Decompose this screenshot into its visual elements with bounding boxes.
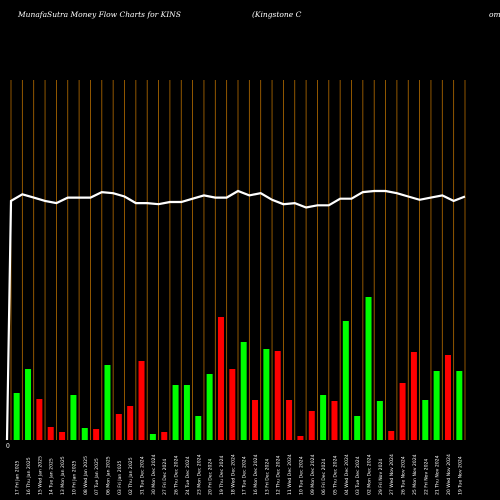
x-tick-labels: 17 Fri Jan 2025 16 Thu Jan 2025 15 Wed Jan… [15,454,464,495]
money-flow-bar [320,395,327,440]
x-tick-label: 18 Wed Dec 2024 [230,454,236,495]
x-tick-label: 12 Thu Dec 2024 [276,455,282,495]
money-flow-bar [263,349,270,440]
money-flow-bar [308,411,315,440]
chart-subtitle-tail: om [489,10,500,19]
x-tick-label: 13 Fri Dec 2024 [264,459,270,495]
money-flow-bar [388,431,395,440]
chart-subtitle: (Kingstone C [252,10,302,19]
x-tick-label: 19 Thu Dec 2024 [219,455,225,495]
x-tick-label: 27 Wed Nov 2024 [389,454,395,495]
x-tick-label: 06 Mon Jan 2025 [105,456,111,495]
money-flow-bar [81,428,88,440]
bars [13,297,463,440]
x-tick-label: 06 Fri Dec 2024 [321,459,327,495]
money-flow-bar [70,395,77,440]
x-tick-label: 03 Fri Jan 2025 [117,460,123,495]
money-flow-bar [456,371,463,440]
x-tick-label: 20 Fri Dec 2024 [208,459,214,495]
x-tick-label: 09 Mon Dec 2024 [310,454,316,495]
x-tick-label: 23 Mon Dec 2024 [196,454,202,495]
x-tick-label: 05 Thu Dec 2024 [332,455,338,495]
x-tick-label: 29 Fri Nov 2024 [378,459,384,495]
money-flow-bar [297,436,304,440]
money-flow-bar [13,393,20,440]
money-flow-bar [252,400,259,440]
chart-title: MunafaSutra Money Flow Charts for KINS [18,10,181,19]
x-tick-label: 14 Tue Jan 2025 [49,458,55,495]
x-tick-label: 25 Mon Nov 2024 [412,454,418,495]
money-flow-bar [59,432,66,440]
x-tick-label: 30 Mon Dec 2024 [151,454,157,495]
money-flow-bar [206,374,213,440]
money-flow-bar [138,361,145,440]
x-tick-label: 03 Tue Dec 2024 [355,456,361,495]
money-flow-bar [217,317,224,440]
money-flow-bar [93,429,100,440]
money-flow-bar [433,371,440,440]
money-flow-bar [399,383,406,440]
x-tick-label: 20 Wed Nov 2024 [446,454,452,495]
money-flow-bar [104,365,111,440]
x-tick-label: 11 Wed Dec 2024 [287,454,293,495]
money-flow-bar [354,416,361,440]
money-flow-bar [115,414,122,440]
x-tick-label: 16 Mon Dec 2024 [253,454,259,495]
zero-label: 0 [6,443,10,450]
x-tick-label: 02 Thu Jan 2025 [128,457,134,495]
grid-lines [10,80,466,440]
money-flow-bar [376,401,383,440]
x-tick-label: 31 Tue Dec 2024 [140,456,146,495]
x-tick-label: 26 Tue Nov 2024 [401,456,407,495]
price-line-path [5,189,466,441]
x-tick-label: 07 Tue Jan 2025 [94,458,100,495]
money-flow-bar [444,355,451,440]
x-tick-label: 17 Fri Jan 2025 [15,460,21,495]
money-flow-bar [183,385,190,440]
x-tick-label: 19 Tue Nov 2024 [457,456,463,495]
x-tick-label: 08 Wed Jan 2025 [83,456,89,495]
x-tick-label: 24 Tue Dec 2024 [185,456,191,495]
x-tick-label: 10 Tue Dec 2024 [298,456,304,495]
x-tick-label: 16 Thu Jan 2025 [26,457,32,495]
money-flow-bar [25,369,32,440]
money-flow-bar [149,434,156,440]
money-flow-bar [127,406,134,440]
money-flow-bar [342,321,349,440]
x-tick-label: 22 Fri Nov 2024 [423,459,429,495]
money-flow-bar [240,342,247,440]
price-line [5,189,466,441]
x-tick-label: 17 Tue Dec 2024 [242,456,248,495]
x-tick-label: 13 Mon Jan 2025 [60,456,66,495]
money-flow-bar [274,351,281,440]
money-flow-bar [365,297,372,440]
money-flow-bar [229,369,236,440]
money-flow-bar [36,399,43,440]
money-flow-bar [161,432,168,440]
money-flow-bar [286,400,293,440]
money-flow-bar [195,416,202,440]
x-tick-label: 27 Fri Dec 2024 [162,459,168,495]
money-flow-bar [410,352,417,440]
money-flow-bar [47,427,54,440]
x-tick-label: 04 Wed Dec 2024 [344,454,350,495]
x-tick-label: 02 Mon Dec 2024 [367,454,373,495]
money-flow-bar [172,385,179,440]
x-tick-label: 15 Wed Jan 2025 [37,456,43,495]
x-tick-label: 26 Thu Dec 2024 [174,455,180,495]
money-flow-bar [331,401,338,440]
money-flow-bar [422,400,429,440]
x-tick-label: 10 Fri Jan 2025 [71,460,77,495]
x-tick-label: 21 Thu Nov 2024 [435,455,441,495]
